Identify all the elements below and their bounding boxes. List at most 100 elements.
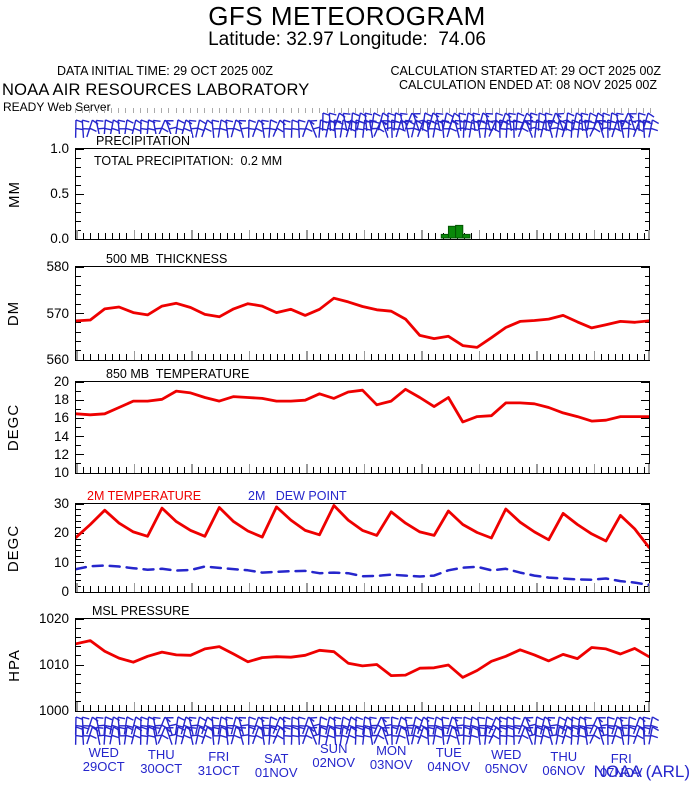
surface-barb [525, 726, 537, 745]
x-hour-tick [550, 233, 552, 239]
upper-barb [290, 119, 299, 138]
x-hour-tick [557, 467, 559, 473]
y-major-tick [641, 591, 649, 593]
top-hour-tick [204, 108, 206, 113]
2m-dew-point-line [76, 564, 649, 587]
x-hour-tick [507, 233, 509, 239]
x-hour-tick [198, 586, 200, 592]
x-hour-tick [320, 354, 322, 360]
upper-barb [283, 119, 292, 138]
x-hour-tick [521, 467, 523, 473]
x-hour-tick [219, 467, 221, 473]
x-hour-tick [205, 705, 207, 711]
x-day-tick [478, 351, 480, 360]
y-major-tick [76, 238, 84, 240]
top-hour-tick [491, 108, 493, 113]
x-hour-tick [607, 354, 609, 360]
x-hour-tick [485, 354, 487, 360]
x-hour-tick [255, 233, 257, 239]
x-hour-tick [183, 705, 185, 711]
x-hour-tick [349, 586, 351, 592]
x-hour-tick [557, 354, 559, 360]
x-hour-tick [219, 586, 221, 592]
x-hour-tick [528, 586, 530, 592]
x-hour-tick [219, 705, 221, 711]
x-hour-tick [298, 586, 300, 592]
x-hour-tick [377, 467, 379, 473]
x-hour-tick [169, 354, 171, 360]
y-minor-tick [76, 579, 81, 581]
top-hour-tick [470, 108, 472, 113]
y-unit-text: DEGC [5, 524, 23, 572]
x-hour-tick [377, 705, 379, 711]
x-hour-tick [514, 354, 516, 360]
y-minor-tick [644, 682, 649, 684]
y-minor-tick [76, 544, 81, 546]
x-hour-tick [241, 586, 243, 592]
x-hour-tick [636, 586, 638, 592]
x-hour-tick [413, 586, 415, 592]
surface-barb [290, 726, 299, 745]
surface-barb [260, 726, 271, 745]
top-hour-tick [82, 108, 84, 113]
top-hour-tick [110, 108, 112, 113]
x-day-tick [478, 230, 480, 239]
x-hour-tick [550, 467, 552, 473]
y-unit-text: DM [5, 300, 23, 327]
y-minor-tick [644, 515, 649, 517]
x-hour-tick [392, 586, 394, 592]
y-minor-tick [644, 585, 649, 587]
x-hour-tick [83, 467, 85, 473]
x-hour-tick [111, 586, 113, 592]
surface-barb [355, 726, 364, 745]
y-minor-tick [76, 627, 81, 629]
upper-barb [537, 112, 546, 131]
x-hour-tick [176, 233, 178, 239]
x-day-tick [363, 464, 365, 473]
x-day-tick [593, 464, 595, 473]
top-hour-tick [362, 108, 364, 113]
x-hour-tick [406, 467, 408, 473]
x-hour-tick [349, 467, 351, 473]
x-hour-tick [564, 586, 566, 592]
date-label-date: 06NOV [542, 762, 586, 778]
x-hour-tick [183, 354, 185, 360]
y-minor-tick [76, 408, 81, 410]
x-day-tick [248, 464, 250, 473]
x-hour-tick [349, 233, 351, 239]
y-major-tick [641, 436, 649, 438]
x-hour-tick [514, 233, 516, 239]
x-hour-tick [255, 705, 257, 711]
x-hour-tick [334, 586, 336, 592]
y-minor-tick [76, 463, 81, 465]
surface-barb [547, 726, 558, 745]
x-day-tick [191, 583, 193, 592]
top-hour-tick [556, 108, 558, 113]
x-hour-tick [471, 354, 473, 360]
surface-barb [251, 726, 265, 745]
y-minor-tick [76, 538, 81, 540]
x-hour-tick [140, 467, 142, 473]
y-minor-tick [644, 526, 649, 528]
x-hour-tick [528, 705, 530, 711]
page-subtitle: Latitude: 32.97 Longitude: 74.06 [208, 29, 486, 50]
x-hour-tick [500, 586, 502, 592]
surface-barb [597, 727, 609, 745]
date-label-date: 04NOV [427, 758, 471, 774]
y-major-tick [641, 238, 649, 240]
x-hour-tick [413, 233, 415, 239]
surface-barb [139, 726, 148, 745]
x-day-tick [478, 583, 480, 592]
x-hour-tick [262, 586, 264, 592]
x-day-tick [306, 351, 308, 360]
y-minor-tick [76, 701, 81, 703]
y-tick-label: 0.0 [50, 231, 69, 246]
top-hour-tick [427, 108, 429, 113]
top-hour-tick [412, 108, 414, 113]
x-hour-tick [327, 586, 329, 592]
precipitation-y-unit: MM [3, 149, 25, 239]
x-hour-tick [399, 233, 401, 239]
y-major-tick [76, 472, 84, 474]
surface-barb [476, 716, 486, 735]
temp_2m-plot [76, 504, 649, 587]
